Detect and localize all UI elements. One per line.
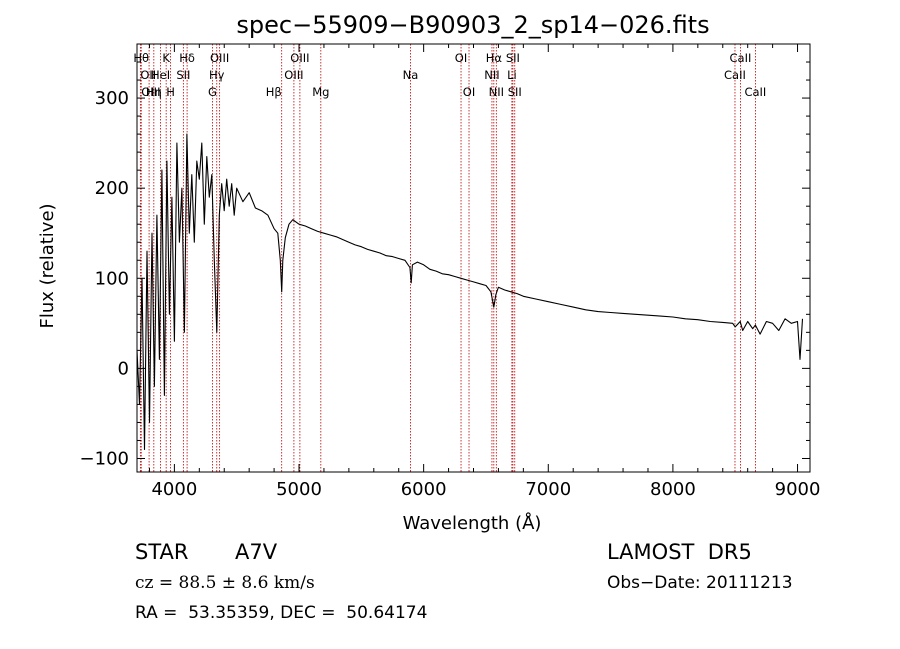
x-tick-label: 4000 (151, 479, 197, 500)
chart-title: spec−55909−B90903_2_sp14−026.fits (236, 11, 709, 39)
y-axis-label: Flux (relative) (37, 203, 58, 328)
observation-date: Obs−Date: 20111213 (607, 573, 793, 593)
spectral-line-label: Hγ (209, 68, 225, 82)
spectral-line-label: Na (403, 68, 419, 82)
spectral-line-label: NII (489, 85, 504, 99)
spectral-line-label: SII (176, 68, 190, 82)
spectral-line-label: HeI (151, 68, 170, 82)
object-type: STAR (135, 540, 189, 564)
spectral-line-label: SII (508, 85, 522, 99)
spectral-line-label: NII (484, 68, 499, 82)
x-tick-label: 5000 (276, 479, 322, 500)
spectrum-line (136, 133, 804, 451)
x-tick-label: 7000 (525, 479, 571, 500)
spectral-line-label: CaII (724, 68, 746, 82)
redshift-cz: cz = 88.5 ± 8.6 km/s (135, 573, 315, 593)
spectral-line-label: OIII (290, 51, 309, 65)
plot-frame (136, 43, 811, 473)
spectral-line-label: G (208, 85, 217, 99)
x-tick-label: 8000 (650, 479, 696, 500)
ra-dec: RA = 53.35359, DEC = 50.64174 (135, 603, 428, 623)
series-layer (136, 133, 804, 451)
y-tick-label: 0 (118, 358, 129, 379)
y-tick-label: 300 (95, 88, 129, 109)
spectral-line-label: CaII (744, 85, 766, 99)
spectral-line-label: Hη (146, 85, 162, 99)
spectral-line-label: Hδ (179, 51, 195, 65)
spectral-line-label: H (166, 85, 175, 99)
spectral-line-label: Hβ (266, 85, 282, 99)
spectral-line-label: Hθ (133, 51, 149, 65)
y-tick-label: −100 (80, 448, 129, 469)
spectral-line-label: Mg (312, 85, 329, 99)
survey-name: LAMOST DR5 (607, 540, 752, 564)
spectral-lines-layer (139, 44, 756, 472)
spectral-line-label: OIII (284, 68, 303, 82)
spectral-line-label: OIII (141, 85, 160, 99)
spectral-line-label: OI (455, 51, 467, 65)
series-spectrum (136, 133, 804, 451)
spectral-line-label: SII (506, 51, 520, 65)
spectral-line-label: OIII (210, 51, 229, 65)
x-axis-label: Wavelength (Å) (403, 512, 542, 534)
spectral-line-label: Hα (486, 51, 503, 65)
spectral-line-label: K (162, 51, 170, 65)
x-tick-label: 6000 (401, 479, 447, 500)
y-tick-label: 100 (95, 268, 129, 289)
y-tick-label: 200 (95, 178, 129, 199)
spectral-line-label: OI (463, 85, 475, 99)
spectral-subclass: A7V (235, 540, 278, 564)
y-axis: −100 0 100 200 300 (80, 43, 810, 469)
spectral-line-label: Li (507, 68, 517, 82)
x-tick-label: 9000 (775, 479, 821, 500)
spectral-line-label: CaII (730, 51, 752, 65)
spectral-line-label: OII (140, 68, 156, 82)
x-axis: 4000 5000 6000 7000 8000 9000 (148, 44, 821, 500)
